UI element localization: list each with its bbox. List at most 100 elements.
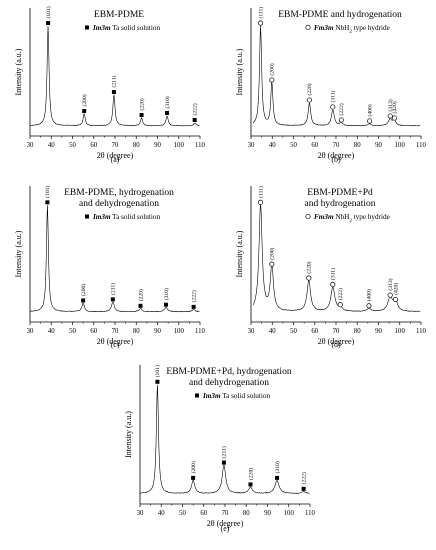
xrd-pattern-line (252, 203, 421, 313)
x-tick-label: 30 (137, 510, 144, 517)
legend-subscript: 2 (349, 219, 352, 224)
peak-marker (221, 460, 226, 465)
x-tick-label: 90 (154, 142, 161, 149)
x-axis-label: 2θ (degree) (97, 151, 134, 160)
peak-marker (391, 115, 397, 121)
peak-marker (338, 117, 344, 123)
legend-text: Ta solid solution (111, 213, 161, 221)
x-tick-label: 110 (305, 510, 316, 517)
x-tick-label: 30 (27, 142, 34, 149)
x-axis-label: 2θ (degree) (318, 151, 355, 160)
peak-label: (101) (154, 365, 161, 377)
x-tick-label: 30 (27, 328, 34, 335)
legend-phase: Fm3m (314, 213, 334, 221)
peak-marker (45, 200, 50, 205)
y-axis-label: Intensity (a.u.) (14, 230, 23, 277)
x-tick-label: 110 (416, 328, 427, 335)
x-tick-label: 80 (133, 328, 140, 335)
x-tick-label: 60 (200, 510, 207, 517)
legend-subscript: 2 (349, 30, 352, 35)
x-tick-label: 110 (416, 142, 427, 149)
legend: Im3m Ta solid solution (85, 24, 160, 32)
peak-marker (258, 199, 264, 205)
legend-phase: Fm3m (314, 24, 334, 32)
panel-caption: (b) (331, 155, 341, 164)
x-tick-label: 50 (69, 328, 76, 335)
x-tick-label: 100 (395, 142, 406, 149)
peak-marker (81, 298, 86, 303)
legend-marker (305, 24, 311, 31)
legend-phase: Im3m (92, 24, 111, 32)
legend-marker (305, 213, 311, 220)
x-tick-label: 30 (248, 142, 255, 149)
peak-marker (387, 292, 393, 298)
legend-text-2: type hydride (352, 24, 390, 32)
x-tick-label: 110 (195, 142, 206, 149)
peak-marker (165, 111, 170, 116)
peak-label: (101) (44, 186, 51, 198)
x-tick-label: 60 (311, 328, 318, 335)
chart-panel-4: 30 40 50 60 70 80 90 100 110 2θ (degree) Intensity… (235, 186, 427, 349)
x-tick-label: 70 (112, 142, 119, 149)
chart-panel-5: 30 40 50 60 70 80 90 100 110 2θ (degree) Intensity… (124, 365, 316, 533)
peak-label: (101) (45, 6, 52, 18)
peak-label: (220) (247, 468, 254, 480)
y-axis-label: Intensity (a.u.) (235, 230, 244, 277)
peak-label: (222) (337, 288, 344, 300)
x-tick-label: 90 (375, 328, 382, 335)
x-tick-label: 60 (90, 328, 97, 335)
x-tick-label: 90 (154, 328, 161, 335)
legend-phase: Im3m (202, 392, 221, 400)
legend-label: Im3m Ta solid solution (92, 213, 160, 221)
peak-marker (82, 109, 87, 114)
peak-label: (420) (392, 283, 399, 295)
peak-label: (400) (366, 104, 373, 116)
x-tick-label: 50 (179, 510, 186, 517)
peak-marker (306, 97, 312, 103)
peak-marker (337, 302, 343, 308)
y-axis-label: Intensity (a.u.) (124, 411, 133, 458)
x-tick-label: 80 (243, 510, 250, 517)
peak-marker (301, 486, 306, 491)
x-axis-label: 2θ (degree) (318, 337, 355, 346)
peak-label: (200) (269, 247, 276, 259)
panel-caption: (e) (221, 524, 230, 533)
x-axis-label: 2θ (degree) (97, 337, 134, 346)
chart-title: and hydrogenation (305, 199, 376, 209)
xrd-pattern-line (139, 384, 310, 494)
peak-label: (211) (110, 283, 117, 295)
chart-title: and dehydrogenation (189, 378, 269, 388)
x-tick-label: 80 (354, 328, 361, 335)
x-tick-label: 70 (222, 510, 229, 517)
peak-marker (366, 303, 372, 309)
chart-title: EBM-PDME+Pd (307, 188, 373, 198)
x-tick-label: 90 (264, 510, 271, 517)
peak-label: (220) (138, 98, 145, 110)
legend-text: NbH (334, 213, 350, 221)
peak-label: (111) (257, 186, 264, 198)
x-tick-label: 100 (174, 328, 185, 335)
panel-caption: (d) (331, 340, 341, 349)
chart-title: and dehydrogenation (79, 199, 159, 209)
peak-label: (311) (330, 90, 337, 102)
peak-marker (269, 261, 275, 267)
legend-label: Im3m Ta solid solution (202, 392, 270, 400)
x-tick-label: 90 (375, 142, 382, 149)
x-tick-label: 100 (284, 510, 295, 517)
peak-marker (110, 297, 115, 302)
peak-label: (311) (330, 268, 337, 280)
x-tick-label: 30 (248, 328, 255, 335)
peak-label: (310) (163, 288, 170, 300)
peak-marker (248, 482, 253, 487)
peak-marker (387, 113, 393, 119)
peak-label: (111) (257, 7, 264, 19)
x-tick-label: 50 (290, 328, 297, 335)
peak-label: (220) (306, 83, 313, 95)
legend: Im3m Ta solid solution (85, 213, 160, 221)
x-tick-label: 80 (354, 142, 361, 149)
legend: Im3m Ta solid solution (195, 392, 270, 400)
chart-title: EBM-PDME (94, 10, 144, 20)
peak-label: (313) (387, 278, 394, 290)
legend-marker (85, 214, 89, 219)
x-tick-label: 110 (195, 328, 206, 335)
